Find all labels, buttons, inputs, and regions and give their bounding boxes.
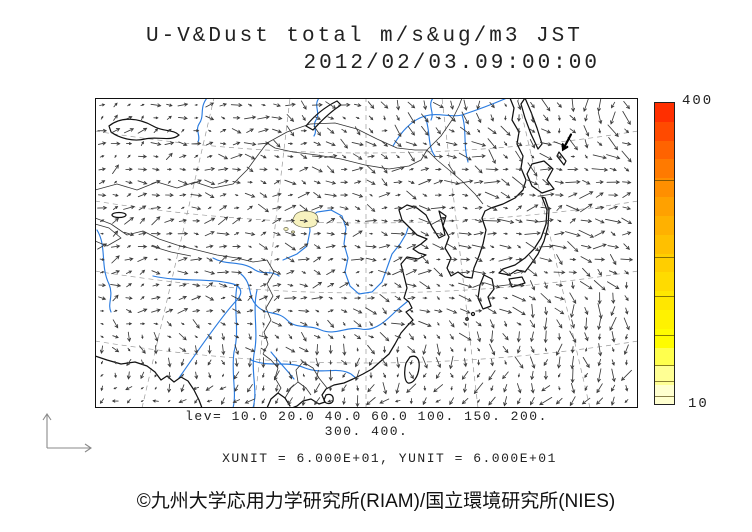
colorbar-level-tick xyxy=(655,365,674,367)
colorbar-cell xyxy=(655,347,674,367)
colorbar xyxy=(654,102,675,405)
colorbar-level-tick xyxy=(655,295,674,297)
colorbar-level-tick xyxy=(655,380,674,382)
highlight-wind-arrow xyxy=(561,133,573,152)
colorbar-cell xyxy=(655,309,674,329)
contour-level-legend: lev= 10.0 20.0 40.0 60.0 100. 150. 200. … xyxy=(95,409,638,439)
axes-indicator xyxy=(42,413,92,453)
wind-vector-field xyxy=(97,98,634,408)
map-frame xyxy=(95,98,638,408)
colorbar-cell xyxy=(655,103,674,122)
lakes xyxy=(108,100,342,219)
colorbar-cell xyxy=(655,215,674,235)
lev-line-2: 300. 400. xyxy=(324,424,409,439)
dust-contour-patch xyxy=(283,210,319,234)
colorbar-cell xyxy=(655,253,674,273)
colorbar-level-tick xyxy=(655,396,674,398)
colorbar-level-tick xyxy=(655,334,674,336)
colorbar-level-tick xyxy=(655,180,674,182)
colorbar-cell xyxy=(655,272,674,292)
colorbar-max-label: 400 xyxy=(682,93,714,109)
colorbar-cell xyxy=(655,159,674,179)
chart-timestamp: 2012/02/03.09:00:00 xyxy=(303,52,600,75)
x-axis-arrowhead xyxy=(84,443,92,453)
y-axis-arrowhead xyxy=(42,413,52,421)
map-plot-area xyxy=(95,98,638,408)
colorbar-cell xyxy=(655,234,674,254)
colorbar-cell xyxy=(655,140,674,160)
colorbar-level-tick xyxy=(655,257,674,259)
copyright-credit: ©九州大学応用力学研究所(RIAM)/国立環境研究所(NIES) xyxy=(136,491,616,512)
colorbar-cell xyxy=(655,178,674,198)
colorbar-cell xyxy=(655,121,674,141)
colorbar-cell xyxy=(655,366,674,386)
east-asia-map xyxy=(95,98,638,408)
vector-unit-label: XUNIT = 6.000E+01, YUNIT = 6.000E+01 xyxy=(222,451,557,466)
colorbar-cell xyxy=(655,197,674,216)
colorbar-min-label: 10 xyxy=(688,396,709,412)
colorbar-cell xyxy=(655,385,674,404)
colorbar-cell xyxy=(655,328,674,348)
chart-title: U-V&Dust total m/s&ug/m3 JST xyxy=(146,25,583,48)
chart-title-block: U-V&Dust total m/s&ug/m3 JST 2012/02/03.… xyxy=(146,25,600,75)
lev-line-1: lev= 10.0 20.0 40.0 60.0 100. 150. 200. xyxy=(185,409,548,424)
colorbar-cell xyxy=(655,291,674,310)
